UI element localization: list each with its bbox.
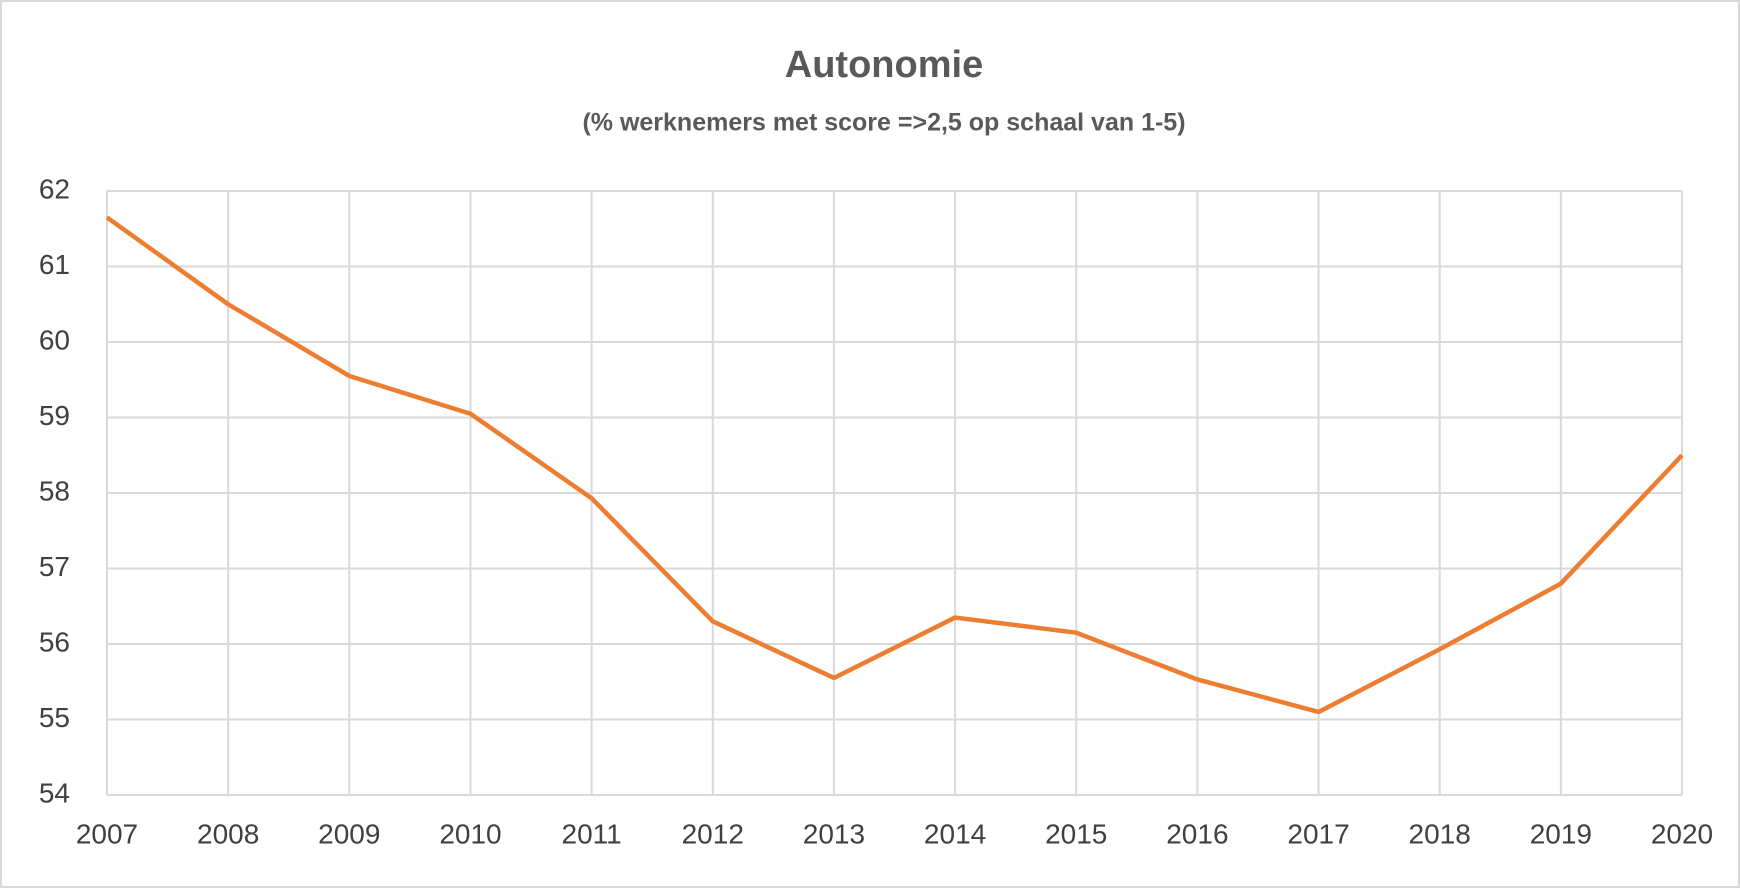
y-tick-label: 58: [39, 475, 70, 506]
x-tick-label: 2015: [1045, 818, 1107, 849]
x-tick-label: 2019: [1530, 818, 1592, 849]
x-tick-label: 2009: [318, 818, 380, 849]
chart-title: Autonomie: [785, 44, 983, 86]
y-tick-label: 59: [39, 400, 70, 431]
y-tick-label: 57: [39, 551, 70, 582]
x-tick-label: 2017: [1287, 818, 1349, 849]
y-tick-label: 61: [39, 249, 70, 280]
chart-subtitle: (% werknemers met score =>2,5 op schaal …: [582, 109, 1185, 137]
x-tick-label: 2020: [1651, 818, 1713, 849]
x-tick-label: 2018: [1409, 818, 1471, 849]
x-tick-label: 2010: [439, 818, 501, 849]
x-tick-label: 2013: [803, 818, 865, 849]
x-tick-label: 2011: [562, 818, 622, 849]
y-tick-label: 60: [39, 324, 70, 355]
x-tick-label: 2012: [682, 818, 744, 849]
x-tick-label: 2016: [1166, 818, 1228, 849]
x-tick-label: 2008: [197, 818, 259, 849]
line: [105, 215, 1684, 715]
x-tick-label: 2014: [924, 818, 986, 849]
y-tick-label: 55: [39, 702, 70, 733]
y-tick-label: 54: [39, 777, 70, 808]
x-tick-label: 2007: [76, 818, 138, 849]
y-tick-label: 62: [39, 173, 70, 204]
y-tick-label: 56: [39, 626, 70, 657]
